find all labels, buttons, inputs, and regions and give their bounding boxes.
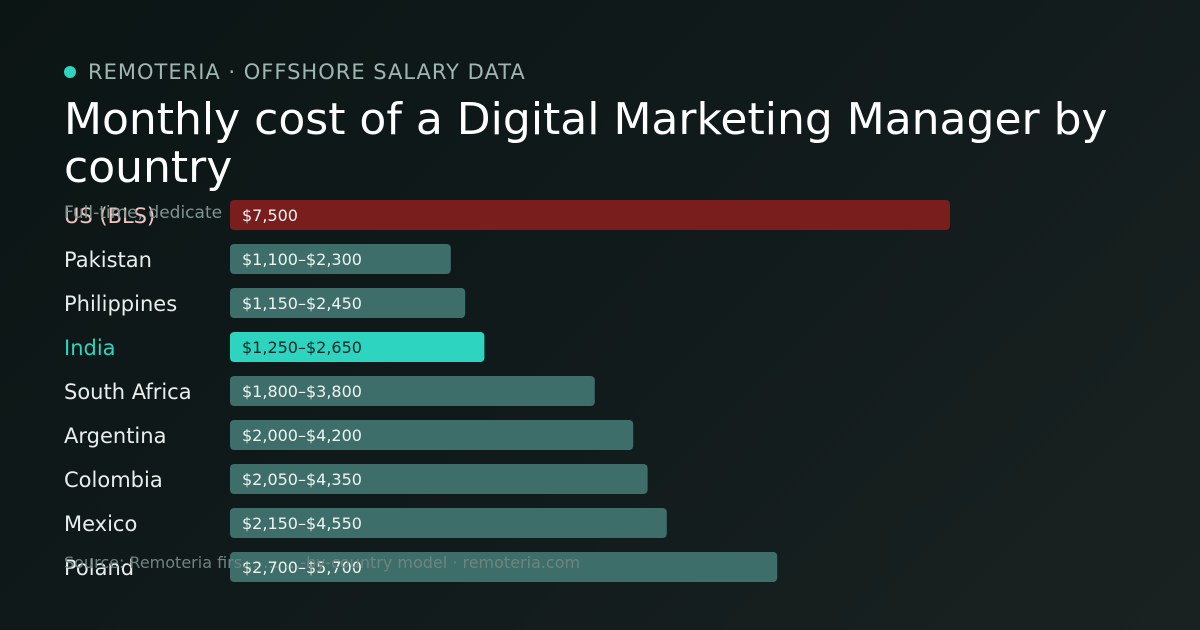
bar: [230, 420, 634, 450]
bar-value-label: $7,500: [242, 206, 298, 225]
brand-name: REMOTERIA · OFFSHORE SALARY DATA: [88, 60, 526, 84]
category-label: Poland: [64, 556, 134, 580]
category-label: Philippines: [64, 292, 177, 316]
bar: [230, 288, 466, 318]
bar: [230, 332, 485, 362]
source-note: Source: Remoteria firs… … …-by-country m…: [64, 553, 581, 572]
category-label: South Africa: [64, 380, 192, 404]
bar: [230, 552, 778, 582]
bar: [230, 244, 451, 274]
chart-subtitle: Full-time, dedicate: [64, 203, 223, 223]
category-label: India: [64, 336, 116, 360]
brand-header: REMOTERIA · OFFSHORE SALARY DATA: [64, 60, 526, 84]
bar-value-label: $2,000–$4,200: [242, 426, 362, 445]
brand-dot-icon: [64, 66, 76, 78]
bar: [230, 464, 648, 494]
bar: [230, 376, 595, 406]
bar-value-label: $1,250–$2,650: [242, 338, 362, 357]
chart-title: Monthly cost of a Digital Marketing Mana…: [64, 94, 1108, 193]
category-label: Argentina: [64, 424, 166, 448]
bar-value-label: $1,100–$2,300: [242, 250, 362, 269]
bar-value-label: $2,150–$4,550: [242, 514, 362, 533]
bar-value-label: $2,700–$5,700: [242, 558, 362, 577]
bar: [230, 508, 667, 538]
category-label: Pakistan: [64, 248, 152, 272]
category-label: Colombia: [64, 468, 163, 492]
bar-value-label: $1,150–$2,450: [242, 294, 362, 313]
bar-value-label: $1,800–$3,800: [242, 382, 362, 401]
bar: [230, 200, 950, 230]
category-label: Mexico: [64, 512, 137, 536]
category-label: US (BLS): [64, 204, 155, 228]
bar-value-label: $2,050–$4,350: [242, 470, 362, 489]
